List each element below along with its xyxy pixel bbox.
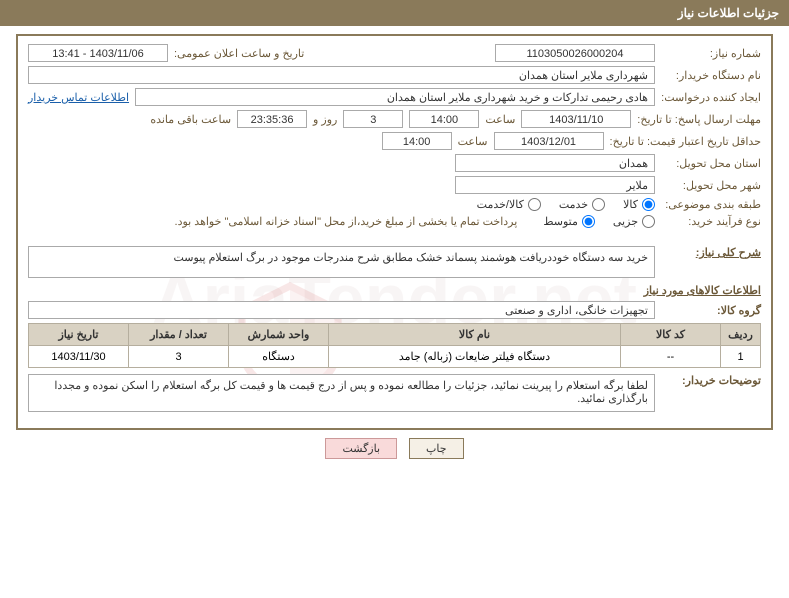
radio-both[interactable]: کالا/خدمت bbox=[477, 198, 541, 211]
time-label-2: ساعت bbox=[458, 135, 488, 148]
announce-datetime-field: 1403/11/06 - 13:41 bbox=[28, 44, 168, 62]
time-remaining: 23:35:36 bbox=[237, 110, 307, 128]
td-row: 1 bbox=[721, 346, 761, 368]
delivery-province-field: همدان bbox=[455, 154, 655, 172]
buyer-org-field: شهرداری ملایر استان همدان bbox=[28, 66, 655, 84]
response-deadline-time: 14:00 bbox=[409, 110, 479, 128]
response-deadline-date: 1403/11/10 bbox=[521, 110, 631, 128]
delivery-city-field: ملایر bbox=[455, 176, 655, 194]
radio-service-input[interactable] bbox=[592, 198, 605, 211]
back-button[interactable]: بازگشت bbox=[325, 438, 397, 459]
td-code: -- bbox=[621, 346, 721, 368]
goods-group-label: گروه کالا: bbox=[661, 304, 761, 317]
delivery-province-label: استان محل تحویل: bbox=[661, 157, 761, 170]
th-code: کد کالا bbox=[621, 324, 721, 346]
main-container: شماره نیاز: 1103050026000204 تاریخ و ساع… bbox=[16, 34, 773, 430]
row-buyer-org: نام دستگاه خریدار: شهرداری ملایر استان ه… bbox=[28, 66, 761, 84]
days-suffix: روز و bbox=[313, 113, 337, 126]
radio-small-input[interactable] bbox=[642, 215, 655, 228]
price-validity-date: 1403/12/01 bbox=[494, 132, 604, 150]
general-desc-label: شرح کلی نیاز: bbox=[661, 246, 761, 259]
page-title: جزئیات اطلاعات نیاز bbox=[678, 6, 779, 20]
general-desc-box: خرید سه دستگاه خوددریافت هوشمند پسماند خ… bbox=[28, 246, 655, 278]
radio-medium-input[interactable] bbox=[582, 215, 595, 228]
requester-field: هادی رحیمی تدارکات و خرید شهرداری ملایر … bbox=[135, 88, 655, 106]
th-name: نام کالا bbox=[329, 324, 621, 346]
td-name: دستگاه فیلتر ضایعات (زباله) جامد bbox=[329, 346, 621, 368]
category-label: طبقه بندی موضوعی: bbox=[661, 198, 761, 211]
radio-goods[interactable]: کالا bbox=[623, 198, 655, 211]
announce-datetime-label: تاریخ و ساعت اعلان عمومی: bbox=[174, 47, 304, 60]
goods-info-title: اطلاعات کالاهای مورد نیاز bbox=[28, 284, 761, 297]
radio-medium-label: متوسط bbox=[543, 215, 578, 228]
radio-small[interactable]: جزيی bbox=[613, 215, 655, 228]
time-label-1: ساعت bbox=[485, 113, 515, 126]
delivery-city-label: شهر محل تحویل: bbox=[661, 179, 761, 192]
radio-goods-input[interactable] bbox=[642, 198, 655, 211]
td-date: 1403/11/30 bbox=[29, 346, 129, 368]
th-unit: واحد شمارش bbox=[229, 324, 329, 346]
radio-goods-label: کالا bbox=[623, 198, 638, 211]
row-delivery-city: شهر محل تحویل: ملایر bbox=[28, 176, 761, 194]
row-response-deadline: مهلت ارسال پاسخ: تا تاریخ: 1403/11/10 سا… bbox=[28, 110, 761, 128]
buyer-org-label: نام دستگاه خریدار: bbox=[661, 69, 761, 82]
th-row: ردیف bbox=[721, 324, 761, 346]
radio-service-label: خدمت bbox=[559, 198, 588, 211]
purchase-type-label: نوع فرآیند خرید: bbox=[661, 215, 761, 228]
table-header-row: ردیف کد کالا نام کالا واحد شمارش تعداد /… bbox=[29, 324, 761, 346]
days-remaining: 3 bbox=[343, 110, 403, 128]
need-number-field: 1103050026000204 bbox=[495, 44, 655, 62]
row-buyer-notes: توضیحات خریدار: لطفا برگه استعلام را پیر… bbox=[28, 374, 761, 412]
row-requester: ایجاد کننده درخواست: هادی رحیمی تدارکات … bbox=[28, 88, 761, 106]
requester-label: ایجاد کننده درخواست: bbox=[661, 91, 761, 104]
footer-buttons: چاپ بازگشت bbox=[0, 438, 789, 459]
purchase-radio-group: جزيی متوسط bbox=[543, 215, 655, 228]
radio-medium[interactable]: متوسط bbox=[543, 215, 595, 228]
row-purchase-type: نوع فرآیند خرید: جزيی متوسط پرداخت تمام … bbox=[28, 215, 761, 228]
goods-group-field: تجهیزات خانگی، اداری و صنعتی bbox=[28, 301, 655, 319]
buyer-notes-box: لطفا برگه استعلام را پیرینت نمائید، جزئی… bbox=[28, 374, 655, 412]
td-unit: دستگاه bbox=[229, 346, 329, 368]
goods-table: ردیف کد کالا نام کالا واحد شمارش تعداد /… bbox=[28, 323, 761, 368]
row-general-desc: شرح کلی نیاز: خرید سه دستگاه خوددریافت ه… bbox=[28, 246, 761, 278]
row-need-number: شماره نیاز: 1103050026000204 تاریخ و ساع… bbox=[28, 44, 761, 62]
print-button[interactable]: چاپ bbox=[409, 438, 464, 459]
remaining-suffix: ساعت باقی مانده bbox=[150, 113, 231, 126]
page-header: جزئیات اطلاعات نیاز bbox=[0, 0, 789, 26]
row-category: طبقه بندی موضوعی: کالا خدمت کالا/خدمت bbox=[28, 198, 761, 211]
radio-service[interactable]: خدمت bbox=[559, 198, 605, 211]
radio-small-label: جزيی bbox=[613, 215, 638, 228]
th-qty: تعداد / مقدار bbox=[129, 324, 229, 346]
td-qty: 3 bbox=[129, 346, 229, 368]
contact-link[interactable]: اطلاعات تماس خریدار bbox=[28, 91, 129, 104]
radio-both-input[interactable] bbox=[528, 198, 541, 211]
table-row: 1 -- دستگاه فیلتر ضایعات (زباله) جامد دس… bbox=[29, 346, 761, 368]
need-number-label: شماره نیاز: bbox=[661, 47, 761, 60]
price-validity-time: 14:00 bbox=[382, 132, 452, 150]
th-date: تاریخ نیاز bbox=[29, 324, 129, 346]
response-deadline-label: مهلت ارسال پاسخ: تا تاریخ: bbox=[637, 113, 761, 126]
buyer-notes-label: توضیحات خریدار: bbox=[661, 374, 761, 387]
price-validity-label: حداقل تاریخ اعتبار قیمت: تا تاریخ: bbox=[610, 135, 761, 148]
payment-note: پرداخت تمام یا بخشی از مبلغ خرید،از محل … bbox=[175, 215, 518, 228]
row-goods-group: گروه کالا: تجهیزات خانگی، اداری و صنعتی bbox=[28, 301, 761, 319]
category-radio-group: کالا خدمت کالا/خدمت bbox=[477, 198, 655, 211]
row-delivery-province: استان محل تحویل: همدان bbox=[28, 154, 761, 172]
radio-both-label: کالا/خدمت bbox=[477, 198, 524, 211]
row-price-validity: حداقل تاریخ اعتبار قیمت: تا تاریخ: 1403/… bbox=[28, 132, 761, 150]
